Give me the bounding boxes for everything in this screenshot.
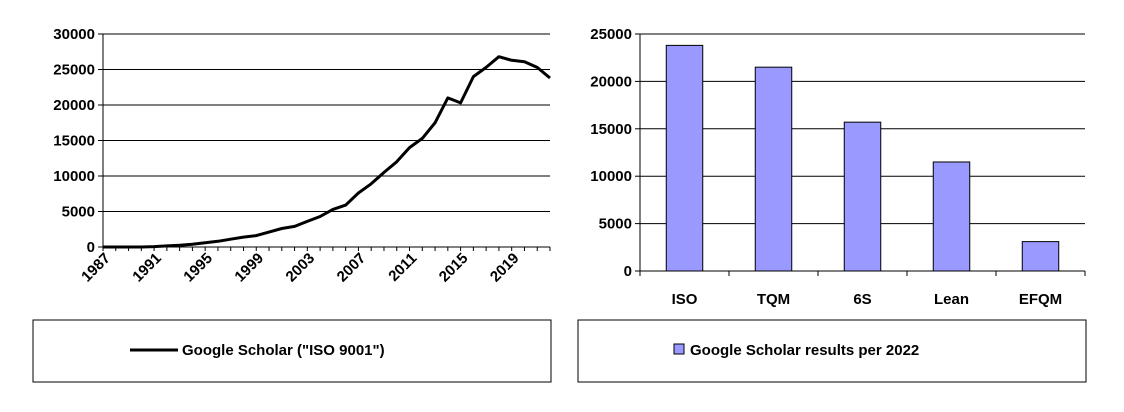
line-x-tick-label: 1999 <box>231 250 267 286</box>
bar-y-tick-label: 10000 <box>590 168 632 185</box>
line-x-tick-label: 2019 <box>487 250 523 286</box>
line-x-tick-label: 2015 <box>436 250 472 286</box>
bar-y-tick-label: 25000 <box>590 26 632 43</box>
line-x-tick-label: 2003 <box>283 250 319 286</box>
bar-chart: 0 5000 10000 15000 20000 25000 ISO TQM 6S Lean EFQ… <box>590 26 1086 308</box>
bar-x-tick-label: 6S <box>853 291 871 308</box>
bar-x-tick-label: EFQM <box>1019 291 1062 308</box>
line-y-tick-label: 20000 <box>53 97 95 114</box>
bar-tqm <box>754 66 793 272</box>
line-x-tick-label: 1991 <box>129 250 165 286</box>
line-x-tick-label: 1995 <box>180 250 216 286</box>
bar-6s <box>843 121 882 272</box>
bar-y-tick-label: 20000 <box>590 73 632 90</box>
bar-iso <box>665 44 704 272</box>
bar-lean <box>932 161 971 272</box>
line-y-tick-label: 25000 <box>53 62 95 79</box>
line-y-tick-label: 15000 <box>53 133 95 150</box>
bar-legend-swatch <box>673 343 685 355</box>
line-series <box>103 55 551 249</box>
line-y-tick-label: 5000 <box>62 204 95 221</box>
line-x-tick-label: 2007 <box>334 250 370 286</box>
bar-legend-box <box>577 319 1087 383</box>
line-y-tick-label: 10000 <box>53 168 95 185</box>
bar-y-tick-label: 5000 <box>599 216 632 233</box>
line-y-tick-label: 0 <box>87 239 95 256</box>
bar-x-tick-label: Lean <box>934 291 969 308</box>
bar-y-tick-label: 15000 <box>590 121 632 138</box>
bar-x-tick-label: TQM <box>757 291 790 308</box>
line-legend-label: Google Scholar ("ISO 9001") <box>182 342 385 359</box>
line-y-tick-label: 30000 <box>53 26 95 43</box>
bar-efqm <box>1021 241 1060 272</box>
bar-y-tick-label: 0 <box>624 263 632 280</box>
bar-legend-label: Google Scholar results per 2022 <box>690 342 919 359</box>
line-legend-box <box>32 319 552 383</box>
line-x-tick-label: 1987 <box>78 250 114 286</box>
bar-x-tick-label: ISO <box>672 291 698 308</box>
line-x-tick-label: 2011 <box>385 250 420 285</box>
